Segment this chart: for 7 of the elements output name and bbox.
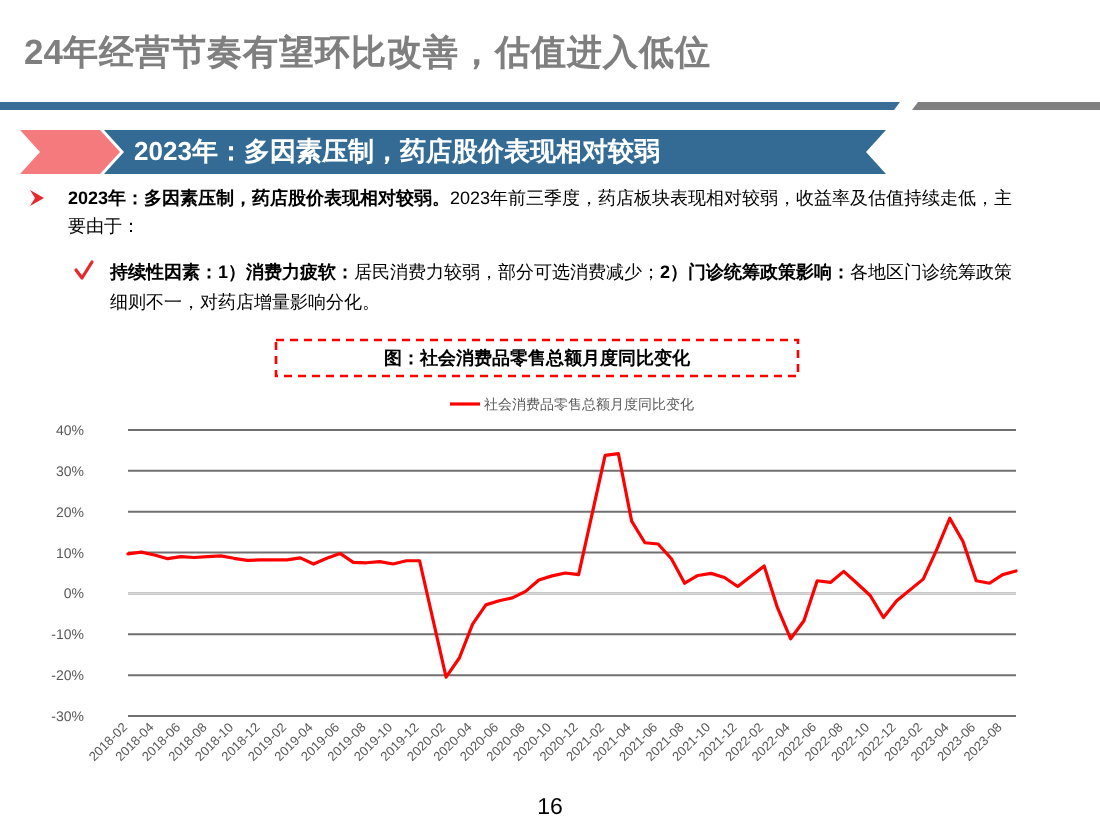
text: 16 xyxy=(537,796,563,820)
line-series xyxy=(126,452,1018,679)
text: 2023年：多因素压制，药店股价表现相对较弱。2023年前三季度，药店板块表现相对较弱，收益率及估值持续走低，主要由于： xyxy=(68,188,1013,236)
text: 图：社会消费品零售总额月度同比变化 xyxy=(384,348,690,368)
chart-subtitle: 2023年：多因素压制，药店股价表现相对较弱 xyxy=(134,136,660,166)
chart-title: 24年经营节奏有望环比改善，估值进入低位 xyxy=(24,32,711,72)
text: 持续性因素：1）消费力疲软：居民消费力较弱，部分可选消费减少；2）门诊统筹政策影响：各地区门诊统筹政策细则不一，对药店增量影响分化。 xyxy=(110,262,1013,312)
